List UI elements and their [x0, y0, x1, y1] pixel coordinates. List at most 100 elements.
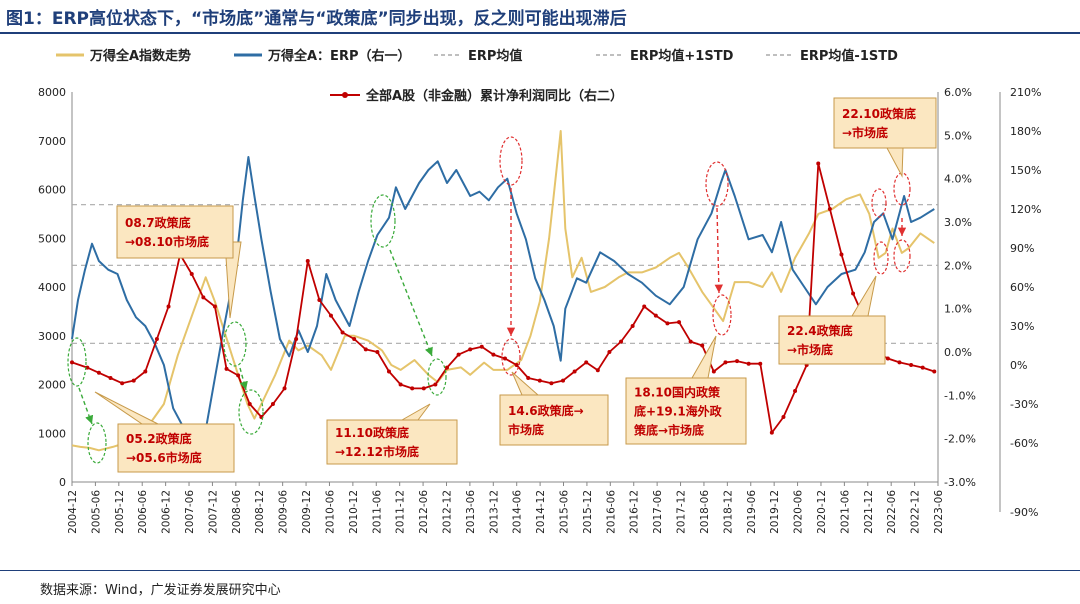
y-right2-tick-label: 150% — [1010, 164, 1041, 177]
annotation-callout: 22.10政策底 →市场底 — [833, 97, 937, 178]
callout-box — [117, 423, 235, 473]
profit-point-marker — [839, 252, 844, 257]
profit-point-marker — [70, 360, 74, 365]
y-left-tick-label: 7000 — [38, 135, 66, 148]
profit-point-marker — [375, 350, 380, 354]
chart-canvas: 0 1000 2000 3000 4000 5000 6000 7000 8000 -3.0% -2… — [38, 48, 1041, 534]
annotation-callout: 11.10政策底 →12.12市场底 — [326, 403, 458, 465]
annotation-callout: 05.2政策底 →05.6市场底 — [94, 391, 235, 473]
profit-point-marker — [166, 304, 171, 309]
legend-label: 全部A股（非金融）累计净利润同比（右二） — [365, 88, 623, 104]
profit-point-marker — [282, 386, 287, 391]
profit-point-marker — [189, 272, 194, 276]
x-tick-label: 2009-06 — [278, 490, 290, 534]
profit-point-marker — [723, 360, 728, 365]
x-tick-label: 2005-06 — [90, 490, 102, 534]
profit-point-marker — [584, 360, 589, 365]
profit-point-marker — [352, 337, 357, 341]
highlight-ellipse — [223, 321, 247, 367]
profit-point-marker — [444, 365, 449, 370]
y-right1-tick-label: 0.0% — [944, 346, 972, 359]
x-tick-label: 2022-06 — [886, 490, 898, 534]
profit-point-marker — [479, 344, 484, 349]
profit-point-marker — [398, 382, 403, 387]
x-tick-label: 2015-12 — [582, 490, 594, 534]
source-rule — [0, 570, 1080, 571]
profit-point-marker — [572, 369, 577, 374]
callout-text: 22.4政策底 — [787, 323, 853, 338]
annotation-callout: 22.4政策底 →市场底 — [778, 275, 886, 365]
profit-point-marker — [154, 337, 159, 341]
profit-point-marker — [711, 369, 716, 374]
callout-box — [833, 97, 937, 149]
x-tick-label: 2014-06 — [512, 490, 524, 534]
legend-label: 万得全A指数走势 — [89, 48, 191, 64]
y-right1-tick-label: 5.0% — [944, 129, 972, 142]
profit-point-marker — [468, 347, 473, 352]
x-tick-label: 2017-06 — [652, 490, 664, 534]
profit-point-marker — [688, 339, 693, 344]
y-right2-tick-label: 90% — [1010, 242, 1034, 255]
y-right1-tick-label: -1.0% — [944, 389, 976, 402]
callout-text: →08.10市场底 — [125, 234, 209, 249]
y-right1-tick-label: 2.0% — [944, 259, 972, 272]
profit-point-marker — [595, 368, 600, 373]
x-tick-label: 2023-06 — [933, 490, 945, 534]
profit-point-marker — [607, 350, 612, 354]
profit-point-marker — [503, 356, 507, 361]
profit-point-marker — [96, 370, 101, 375]
x-tick-label: 2012-06 — [418, 490, 430, 534]
x-tick-label: 2007-06 — [184, 490, 196, 534]
callout-text: 11.10政策底 — [335, 425, 409, 440]
profit-point-marker — [270, 402, 275, 406]
y-right2-tick-label: 210% — [1010, 86, 1041, 99]
profit-point-marker — [131, 378, 136, 383]
callout-arrow — [389, 249, 433, 357]
callout-text: 市场底 — [508, 422, 544, 437]
y-right2-tick-label: -90% — [1010, 506, 1038, 519]
highlight-ellipse — [712, 294, 732, 336]
callout-text: →市场底 — [787, 342, 833, 357]
callout-box — [625, 377, 747, 445]
highlight-ellipse — [871, 188, 887, 218]
callout-tail — [851, 275, 877, 317]
profit-point-marker — [143, 369, 148, 374]
profit-point-marker — [793, 389, 798, 393]
profit-point-marker — [920, 365, 925, 370]
profit-point-marker — [247, 402, 252, 406]
profit-point-marker — [410, 386, 415, 391]
profit-point-marker — [653, 313, 658, 318]
profit-point-marker — [294, 337, 299, 341]
index-series-line — [71, 130, 935, 452]
profit-point-marker — [85, 365, 90, 370]
profit-point-marker — [735, 359, 740, 364]
profit-point-marker — [120, 381, 125, 386]
profit-point-marker — [421, 386, 426, 391]
x-tick-label: 2009-12 — [301, 490, 313, 534]
x-tick-label: 2016-06 — [605, 490, 617, 534]
profit-point-marker — [305, 259, 310, 263]
y-right2-tick-label: 0% — [1010, 359, 1027, 372]
y-left-tick-label: 8000 — [38, 86, 66, 99]
profit-series-line — [71, 162, 935, 434]
profit-point-marker — [340, 330, 345, 335]
callout-tail — [400, 403, 431, 421]
profit-point-marker — [897, 360, 902, 365]
profit-point-marker — [642, 304, 647, 309]
legend-swatch-marker — [342, 92, 348, 98]
profit-point-marker — [108, 376, 113, 380]
callout-box — [778, 315, 886, 365]
callout-text: 底+19.1海外政 — [634, 404, 723, 419]
x-tick-label: 2019-06 — [746, 490, 758, 534]
y-right1-tick-label: 1.0% — [944, 303, 972, 316]
profit-point-marker — [363, 347, 368, 352]
legend-label: ERP均值+1STD — [630, 48, 734, 64]
callout-arrow — [239, 367, 248, 391]
chart-title: 图1：ERP高位状态下，“市场底”通常与“政策底”同步出现，反之则可能出现滞后 — [6, 9, 627, 29]
legend-label: ERP均值 — [468, 48, 522, 64]
x-tick-label: 2010-12 — [348, 490, 360, 534]
data-source: 数据来源：Wind，广发证券发展研究中心 — [40, 583, 281, 598]
highlight-ellipse — [370, 194, 396, 248]
x-tick-label: 2011-12 — [395, 490, 407, 534]
x-tick-label: 2019-12 — [769, 490, 781, 534]
